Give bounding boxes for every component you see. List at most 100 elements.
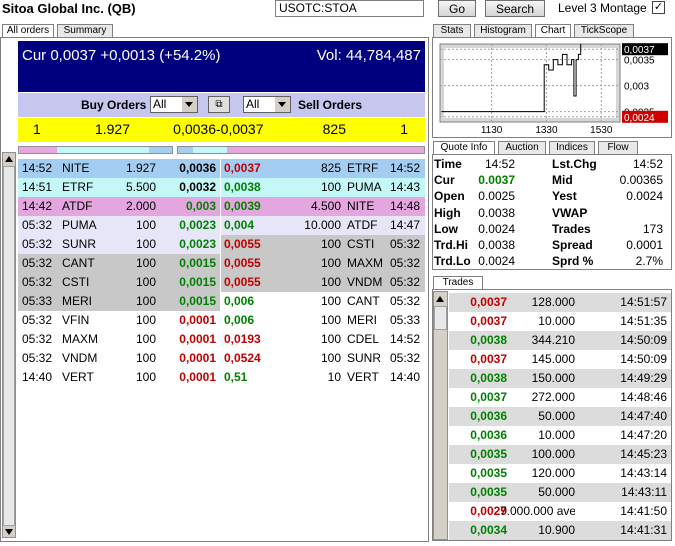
buy-time: 05:33 (22, 294, 53, 308)
sell-mm: MERI (347, 313, 377, 327)
link-button[interactable]: ⧉ (208, 96, 230, 113)
stat-value: 0.0024 (478, 254, 515, 269)
filter-select[interactable]: All (243, 96, 291, 113)
trade-time: 14:47:20 (620, 428, 667, 442)
sell-size: 100 (320, 332, 341, 346)
trade-time: 14:43:11 (621, 485, 667, 499)
stat-value: 0.0037 (478, 173, 515, 188)
scroll-up[interactable] (5, 156, 13, 162)
filter-select[interactable]: All (150, 96, 198, 113)
tab[interactable]: Auction (498, 141, 546, 154)
scroll-up[interactable] (436, 296, 444, 302)
checkbox[interactable]: ✓ (652, 1, 665, 14)
sell-price: 0,006 (224, 313, 255, 327)
tab[interactable]: Histogram (474, 24, 532, 37)
stat-label: VWAP (552, 205, 588, 220)
buy-mm: CANT (62, 256, 95, 270)
window-title: Sitoa Global Inc. (QB) (2, 1, 136, 16)
summary-vol: Vol: 44,784,487 (316, 47, 421, 64)
tab[interactable]: Chart (535, 24, 571, 37)
sell-size: 100 (320, 313, 341, 327)
stat-label: Trd.Hi (434, 238, 469, 252)
trade-time: 14:41:31 (620, 523, 667, 537)
summary-cur: Cur 0,0037 +0,0013 (+54.2%) (22, 47, 221, 64)
stat-value: 2.7% (635, 254, 663, 269)
go-button[interactable]: Go (438, 0, 476, 17)
sell-time: 05:33 (389, 313, 420, 327)
trade-size: 344.210 (531, 333, 575, 347)
bid-size: 1.927 (94, 121, 130, 137)
tab[interactable]: Stats (433, 24, 471, 37)
tab[interactable]: Indices (549, 141, 595, 154)
trade-price: 0,0035 (470, 447, 507, 461)
stat-label: Lst.Chg (552, 157, 597, 171)
tab[interactable]: All orders (2, 24, 54, 37)
trade-time: 14:49:29 (620, 371, 667, 385)
sell-price: 0,004 (224, 218, 255, 232)
stat-label: High (434, 205, 461, 220)
sell-price: 0,0055 (224, 256, 261, 270)
stat-value: 0.0038 (478, 238, 515, 252)
sell-price: 0,0055 (224, 237, 261, 251)
sell-size: 100 (320, 180, 341, 194)
trade-time: 14:43:14 (620, 466, 667, 480)
sell-row (221, 292, 425, 311)
arrow (278, 102, 286, 107)
scroll-thumb[interactable] (434, 306, 447, 330)
buy-size: 100 (135, 313, 156, 327)
trade-size: 7.000.000 averag (500, 504, 575, 518)
trade-time: 14:47:40 (620, 409, 667, 423)
buy-mm: MERI (62, 294, 92, 308)
stat-label: Yest (552, 189, 577, 204)
tab[interactable]: Flow (598, 141, 638, 154)
sell-row (221, 349, 425, 368)
sell-time: 14:52 (389, 161, 420, 175)
buy-time: 05:32 (22, 275, 53, 289)
stat-label: Trades (552, 221, 591, 236)
buy-price: 0,0015 (179, 256, 216, 270)
trade-row (449, 445, 671, 464)
tab[interactable]: Quote Info (433, 141, 495, 154)
trade-time: 14:50:09 (620, 352, 667, 366)
sell-price: 0,0037 (224, 161, 261, 175)
buy-time: 05:32 (22, 256, 53, 270)
buy-mm: CSTI (62, 275, 90, 289)
trade-price: 0,0034 (470, 523, 507, 537)
buy-price: 0,0036 (179, 161, 216, 175)
best-bar (18, 118, 425, 142)
buy-time: 05:32 (22, 237, 53, 251)
chart-panel (432, 37, 672, 138)
sell-row (221, 330, 425, 349)
sell-row (221, 178, 425, 197)
buy-row (18, 159, 220, 178)
sell-mm: PUMA (347, 180, 382, 194)
stat-value: 0.0001 (626, 238, 663, 252)
tab[interactable]: Summary (57, 24, 113, 37)
trade-price: 0,0036 (470, 409, 507, 423)
sell-row (221, 197, 425, 216)
buy-mm: VNDM (62, 351, 98, 365)
search-button[interactable]: Search (485, 0, 545, 17)
ask-size: 825 (322, 121, 346, 137)
buy-mm: ETRF (62, 180, 94, 194)
scroll-down[interactable] (5, 529, 13, 535)
sell-size: 10 (327, 370, 341, 384)
trade-price: 0,0035 (470, 466, 507, 480)
stat-value: 0.0038 (478, 205, 515, 220)
tab[interactable]: TickScope (574, 24, 634, 37)
sell-row (221, 254, 425, 273)
sell-time: 14:47 (389, 218, 420, 232)
scroll-thumb[interactable] (3, 166, 15, 526)
trade-size: 10.900 (538, 523, 575, 537)
trade-price: 0,0037 (470, 314, 507, 328)
buy-size: 100 (135, 256, 156, 270)
buy-mm: ATDF (62, 199, 93, 213)
buy-mm: MAXM (62, 332, 98, 346)
trade-price: 0,0037 (470, 295, 507, 309)
summary-bar (18, 41, 425, 92)
sell-time: 05:32 (389, 275, 420, 289)
symbol-input[interactable]: USOTC:STOA (275, 0, 424, 17)
tab[interactable]: Trades (433, 276, 483, 289)
trade-size: 100.000 (531, 447, 575, 461)
